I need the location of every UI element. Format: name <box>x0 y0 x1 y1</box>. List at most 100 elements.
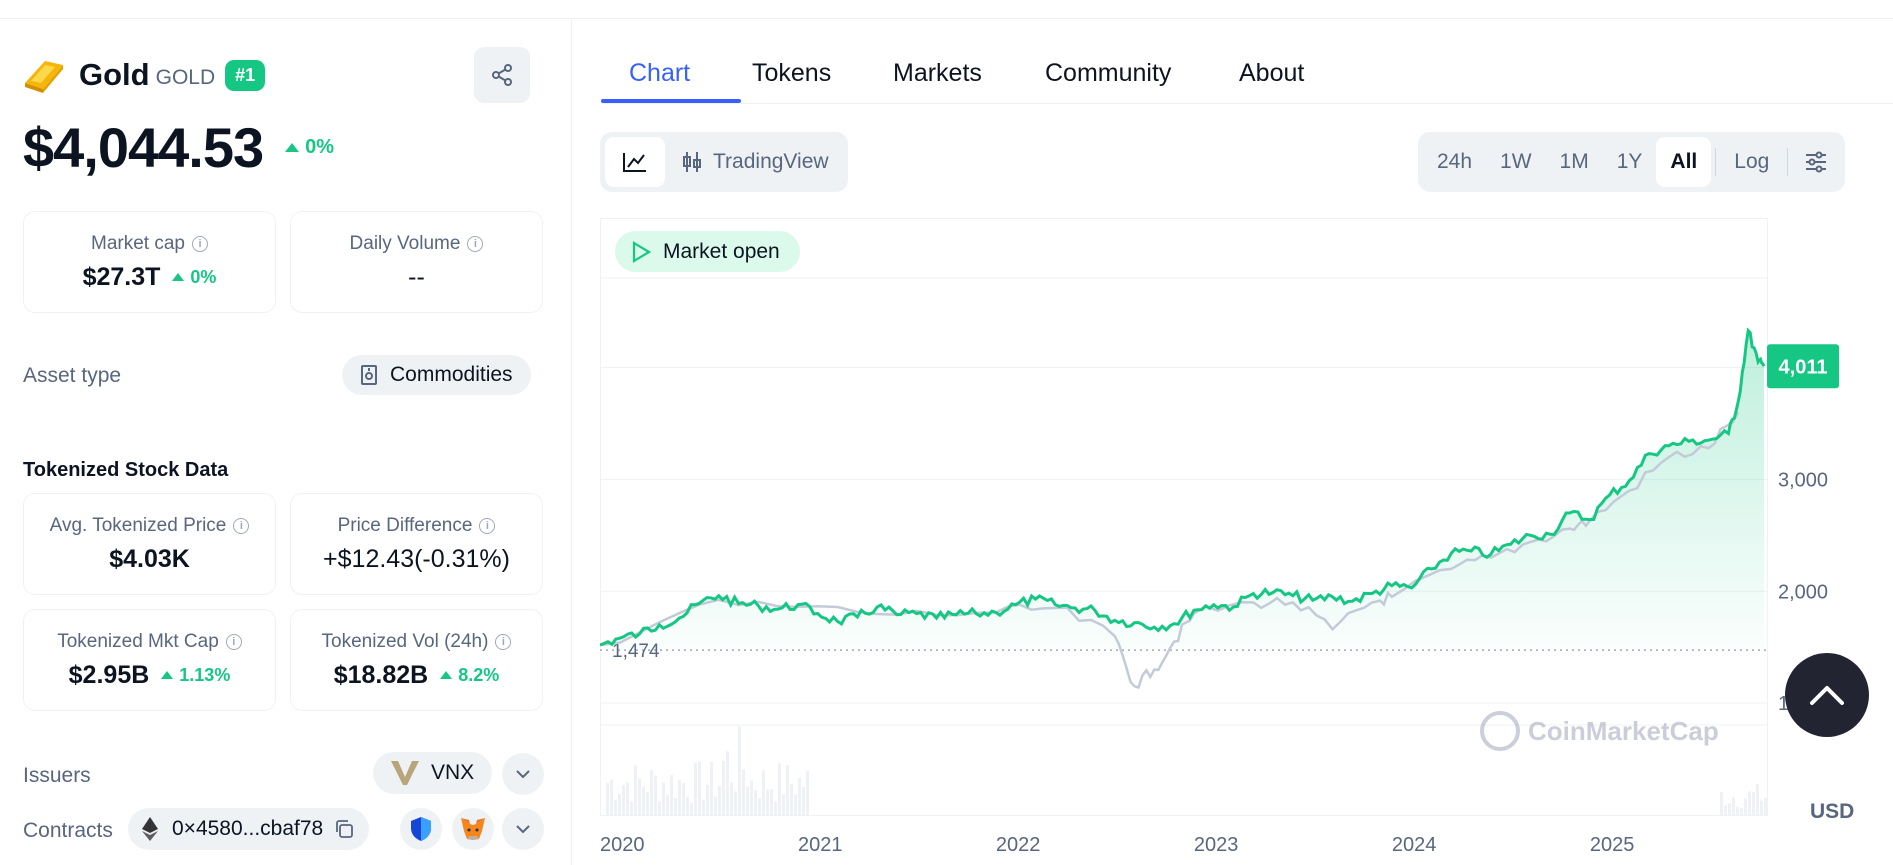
volume-bar <box>750 780 753 815</box>
volume-bar <box>794 794 797 815</box>
chart-type-toggle: TradingView <box>600 132 848 192</box>
copy-icon[interactable] <box>333 818 355 840</box>
x-tick-label: 2022 <box>996 834 1040 856</box>
scroll-to-top-button[interactable] <box>1785 653 1869 737</box>
tab-about[interactable]: About <box>1239 59 1305 87</box>
currency-label: USD <box>1810 800 1854 823</box>
contract-pill[interactable]: 0×4580...cbaf78 <box>128 808 370 850</box>
tokenized-vol-value: $18.82B <box>333 660 429 689</box>
y-tick-label: 3,000 <box>1778 469 1828 491</box>
volume-bar <box>802 786 805 815</box>
price-chart[interactable]: 1,0002,0003,000202020212022202320242025U… <box>600 218 1893 865</box>
chevron-down-icon <box>516 770 530 779</box>
info-icon[interactable]: i <box>225 633 242 650</box>
price-row: $4,044.53 0% <box>23 115 334 180</box>
sliders-icon <box>1806 151 1827 173</box>
up-arrow-icon <box>285 143 300 152</box>
chart-frame <box>600 218 1768 816</box>
share-button[interactable] <box>474 47 530 103</box>
volume-bar <box>702 799 705 815</box>
info-icon[interactable]: i <box>495 633 512 650</box>
volume-bar <box>690 802 693 815</box>
volume-bar <box>714 796 717 815</box>
line-chart-button[interactable] <box>605 137 665 187</box>
info-icon[interactable]: i <box>467 235 484 252</box>
chart-settings-button[interactable] <box>1792 137 1840 187</box>
market-cap-label: Market cap <box>91 232 185 254</box>
current-value-label: 4,011 <box>1779 356 1828 378</box>
tokenized-vol-label: Tokenized Vol (24h) <box>321 630 489 652</box>
volume-bar <box>662 782 665 815</box>
volume-bar <box>722 760 725 815</box>
daily-volume-value: -- <box>408 262 425 291</box>
issuers-expand-button[interactable] <box>502 753 544 795</box>
market-status-text: Market open <box>663 239 780 263</box>
y-tick-label: 2,000 <box>1778 581 1828 603</box>
volume-bar <box>674 797 677 815</box>
volume-bar <box>790 783 793 815</box>
volume-bar <box>694 762 697 815</box>
contracts-expand-button[interactable] <box>502 808 544 850</box>
volume-bar <box>782 794 785 815</box>
volume-bar <box>1720 792 1723 815</box>
volume-bar <box>626 782 629 815</box>
asset-header: Gold GOLD #1 <box>23 55 266 95</box>
up-arrow-icon <box>172 273 185 281</box>
tab-bar: Chart Tokens Markets Community About <box>601 19 1893 104</box>
volume-bar <box>1732 797 1735 815</box>
range-1y-button[interactable]: 1Y <box>1616 150 1643 173</box>
security-audit-button[interactable] <box>400 808 442 850</box>
market-cap-value: $27.3T <box>82 262 161 291</box>
contracts-label: Contracts <box>23 819 113 842</box>
volume-bar <box>1756 784 1759 815</box>
tokenized-mkt-cap-label: Tokenized Mkt Cap <box>57 630 219 652</box>
coinmarketcap-logo-icon <box>1480 711 1520 751</box>
volume-bar <box>682 783 685 815</box>
x-tick-label: 2025 <box>1590 834 1635 856</box>
x-tick-label: 2024 <box>1392 834 1437 856</box>
volume-bar <box>1760 800 1763 815</box>
up-arrow-icon <box>161 671 174 679</box>
tokenized-section-title: Tokenized Stock Data <box>23 459 229 481</box>
volume-bar <box>770 789 773 815</box>
range-1m-button[interactable]: 1M <box>1559 150 1589 173</box>
tradingview-button[interactable]: TradingView <box>665 137 843 187</box>
info-icon[interactable]: i <box>479 517 496 534</box>
market-cap-change: 0% <box>172 267 216 288</box>
info-icon[interactable]: i <box>233 517 250 534</box>
add-to-metamask-button[interactable] <box>452 808 494 850</box>
market-status-badge: Market open <box>615 231 800 272</box>
log-scale-button[interactable]: Log <box>1734 150 1770 173</box>
asset-type-pill[interactable]: Commodities <box>342 355 531 395</box>
volume-bar <box>806 770 809 815</box>
info-icon[interactable]: i <box>191 235 208 252</box>
volume-bar <box>1724 805 1727 815</box>
range-24h-button[interactable]: 24h <box>1437 150 1473 173</box>
volume-bar <box>646 792 649 815</box>
tab-community[interactable]: Community <box>1045 59 1172 87</box>
issuer-pill[interactable]: VNX <box>373 752 493 794</box>
tab-tokens[interactable]: Tokens <box>752 59 832 87</box>
volume-bar <box>742 769 745 815</box>
volume-bar <box>606 782 609 815</box>
range-1w-button[interactable]: 1W <box>1500 150 1532 173</box>
tokenized-vol-change: 8.2% <box>440 665 499 686</box>
volume-bar <box>614 799 617 815</box>
gold-bar-icon <box>25 61 63 93</box>
volume-bar <box>618 794 621 815</box>
range-all-button[interactable]: All <box>1656 137 1712 187</box>
chevron-down-icon <box>516 825 530 834</box>
volume-bar <box>1740 807 1743 815</box>
tab-markets[interactable]: Markets <box>893 59 982 87</box>
volume-bar <box>758 798 761 815</box>
tab-chart[interactable]: Chart <box>629 59 691 87</box>
volume-bar <box>1744 798 1747 815</box>
metamask-fox-icon <box>461 818 485 840</box>
volume-bar <box>738 726 741 815</box>
share-icon <box>492 64 512 86</box>
volume-bar <box>666 794 669 815</box>
x-tick-label: 2021 <box>798 834 843 856</box>
volume-bar <box>1764 797 1767 815</box>
asset-sidebar: Gold GOLD #1 $4,044.53 0% Market cap i $… <box>0 19 571 865</box>
tokenized-mkt-cap-value: $2.95B <box>68 660 150 689</box>
